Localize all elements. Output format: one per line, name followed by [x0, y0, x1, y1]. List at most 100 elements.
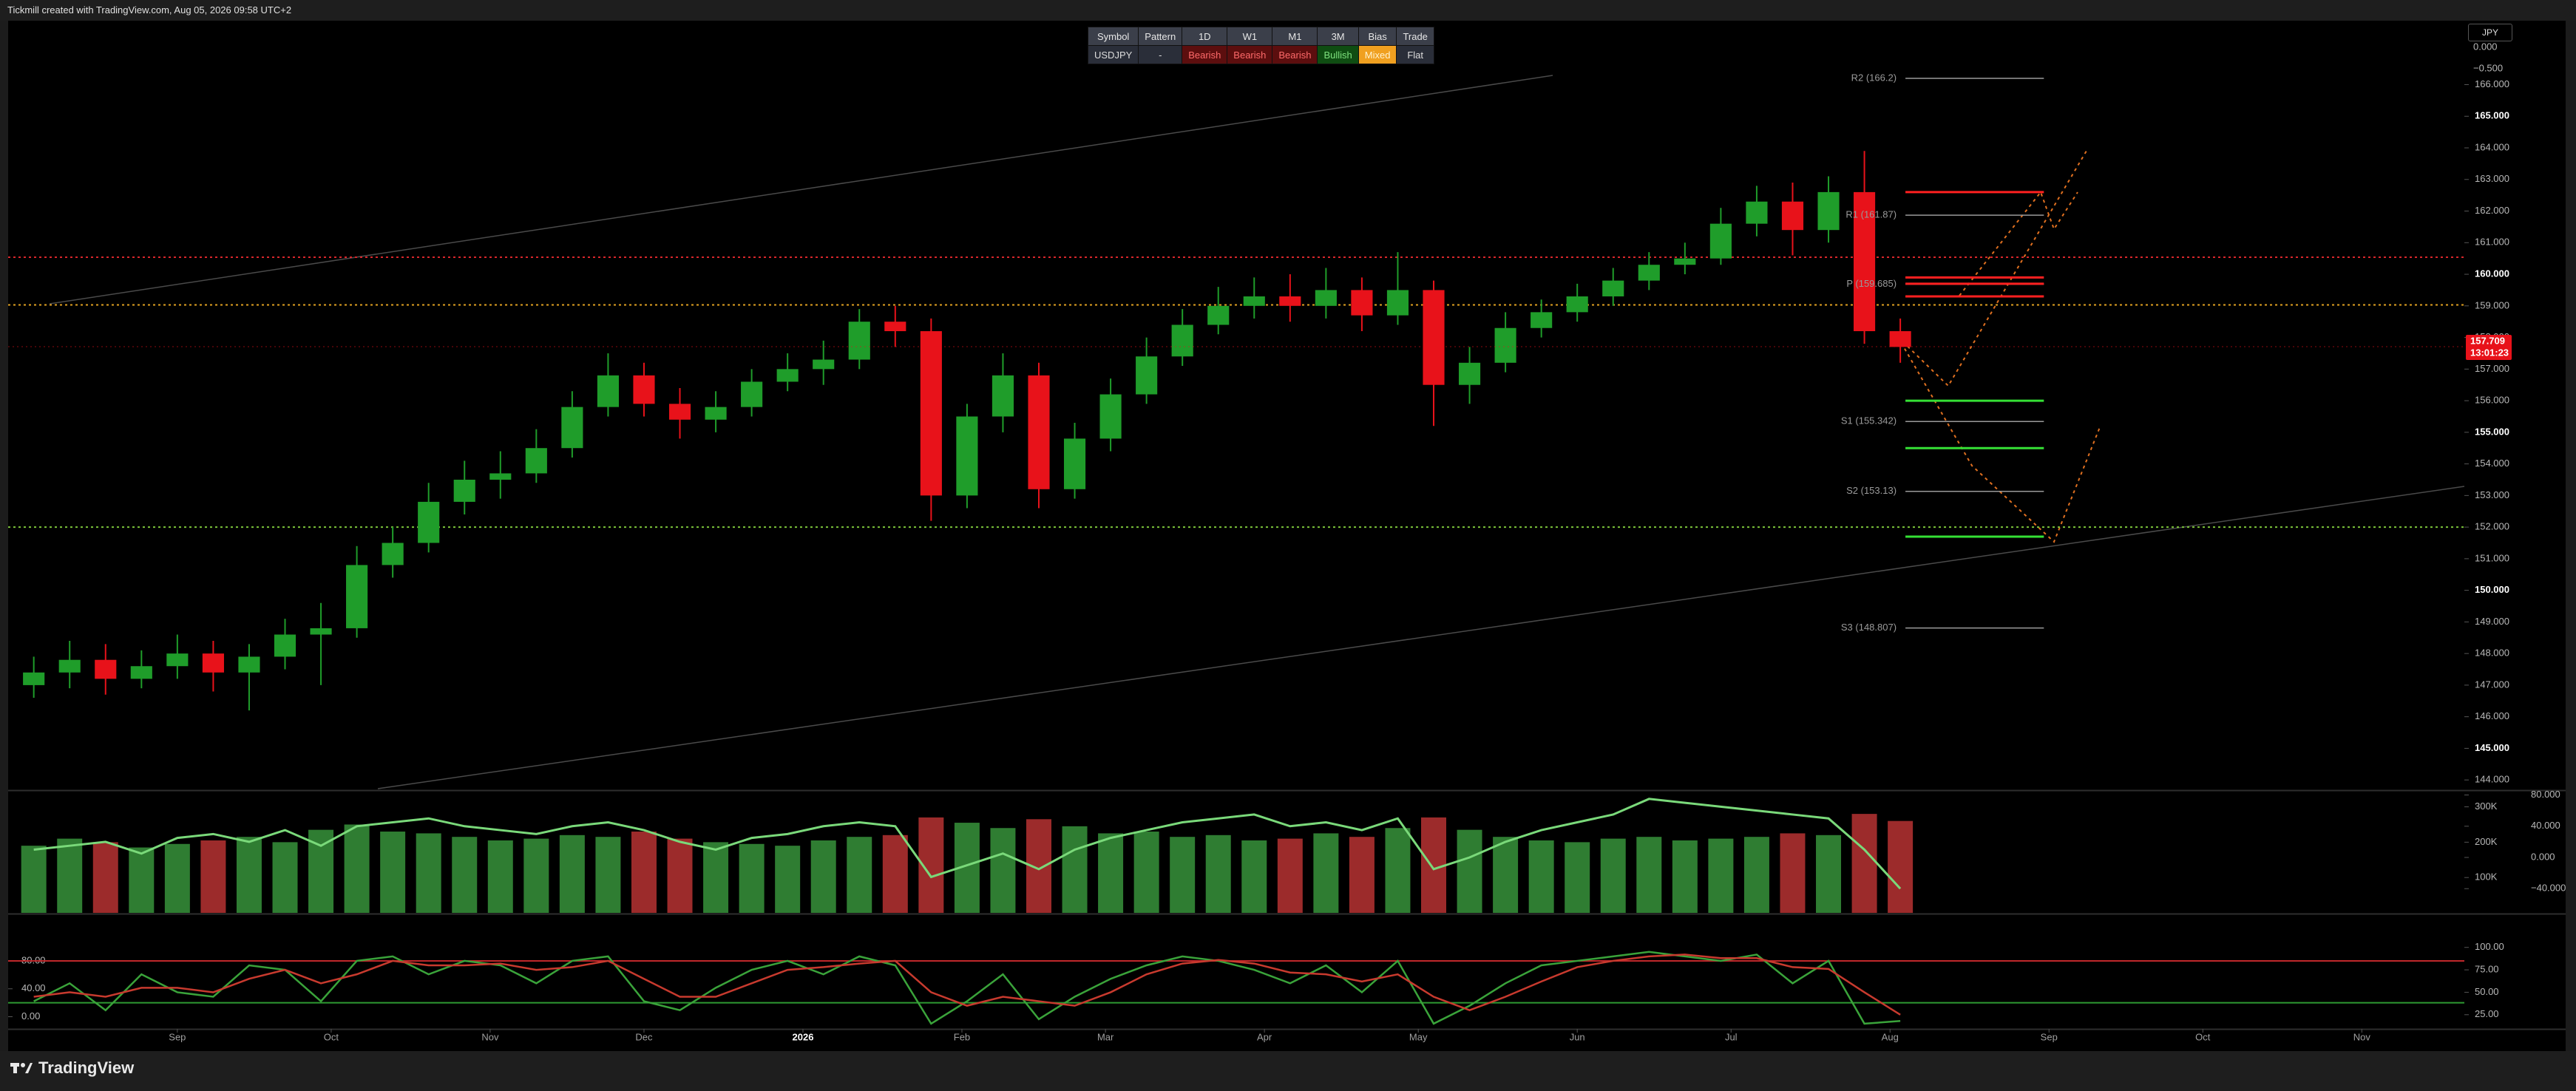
attribution: Tickmill created with TradingView.com, A…	[7, 4, 292, 16]
table-cell: Trade	[1396, 27, 1434, 46]
y-tick-label: 25.00	[2475, 1008, 2499, 1019]
candle-body	[848, 322, 870, 360]
table-cell: M1	[1272, 27, 1318, 46]
table-cell: Bearish	[1182, 45, 1228, 64]
volume-bar	[236, 837, 262, 913]
candle-body	[1674, 258, 1696, 265]
brand: TradingView	[10, 1058, 134, 1078]
volume-bar	[21, 846, 47, 913]
candle-body	[1423, 290, 1445, 385]
y-tick-label: 100.00	[2475, 941, 2504, 952]
volume-bar	[1062, 826, 1088, 913]
volume-bar	[57, 838, 83, 913]
y2-tick-label: −40.000	[2531, 883, 2566, 894]
table-cell: Pattern	[1138, 27, 1183, 46]
volume-bar	[631, 832, 657, 913]
x-tick-label: Feb	[954, 1031, 970, 1042]
candle-body	[166, 653, 189, 667]
y2-tick-label: 80.00	[21, 954, 46, 965]
y-tick-label: 155.000	[2475, 426, 2509, 437]
table-row: USDJPY - Bearish Bearish Bearish Bullish Mixed…	[1087, 45, 1434, 64]
volume-bar	[1672, 840, 1698, 913]
candle-body	[1458, 362, 1481, 385]
trend-line	[49, 75, 1553, 305]
candle-body	[1386, 290, 1409, 316]
y-tick-label: 163.000	[2475, 173, 2509, 184]
pivot-label: R2 (166.2)	[1851, 72, 1897, 83]
y-tick-label: 152.000	[2475, 521, 2509, 532]
price-label-box	[2466, 335, 2512, 361]
candle-body	[813, 359, 835, 370]
volume-bar	[344, 824, 370, 913]
y-tick-label: 164.000	[2475, 141, 2509, 152]
x-tick-label: Jun	[1570, 1031, 1585, 1042]
candle-body	[238, 656, 260, 673]
x-tick-label: Nov	[481, 1031, 499, 1042]
y-tick-label: 146.000	[2475, 710, 2509, 721]
table-cell: W1	[1227, 27, 1273, 46]
volume-bar	[308, 829, 334, 913]
y-tick-label: 154.000	[2475, 458, 2509, 469]
candle-body	[1136, 356, 1158, 395]
y2-tick-label: 80.000	[2531, 789, 2560, 800]
candle-body	[884, 322, 906, 332]
volume-bar	[1277, 838, 1303, 913]
table-cell: Bearish	[1227, 45, 1273, 64]
volume-bar	[667, 838, 693, 913]
x-tick-label: 2026	[793, 1031, 814, 1042]
y-tick-label: 147.000	[2475, 679, 2509, 690]
y2-tick-label: 0.00	[21, 1010, 40, 1022]
candle-body	[1781, 201, 1804, 231]
stochastic-line	[33, 954, 1901, 1016]
table-cell: Mixed	[1358, 45, 1397, 64]
volume-bar	[1708, 838, 1734, 913]
x-tick-label: Nov	[2353, 1031, 2371, 1042]
candle-body	[1746, 201, 1768, 224]
currency-button[interactable]: JPY	[2468, 24, 2512, 41]
y-tick-label: 50.00	[2475, 986, 2499, 997]
volume-bar	[487, 840, 513, 913]
pivot-label: S3 (148.807)	[1841, 622, 1897, 633]
x-tick-label: Sep	[169, 1031, 186, 1042]
volume-bar	[1098, 833, 1124, 913]
volume-bar	[1205, 835, 1231, 913]
volume-bar	[775, 846, 801, 913]
candle-body	[1028, 375, 1050, 489]
oscillator-line	[33, 798, 1902, 890]
candle-body	[1279, 296, 1301, 306]
y-tick-label: 162.000	[2475, 205, 2509, 216]
candle-body	[992, 375, 1014, 417]
y-tick-label: 144.000	[2475, 774, 2509, 785]
volume-bar	[1385, 828, 1411, 913]
y-tick-label: 150.000	[2475, 584, 2509, 595]
volume-bar	[92, 842, 118, 913]
y-tick-label: 300K	[2475, 801, 2498, 812]
brand-logo	[10, 1063, 33, 1073]
candle-body	[1315, 290, 1337, 306]
candle-body	[310, 628, 332, 635]
y2-tick-label: 40.00	[21, 982, 46, 993]
y-tick-label: 151.000	[2475, 552, 2509, 563]
candle-body	[1854, 191, 1876, 332]
y-tick-label: 153.000	[2475, 489, 2509, 500]
volume-bar	[272, 842, 298, 913]
volume-bar	[847, 837, 872, 913]
table-cell: Bearish	[1272, 45, 1318, 64]
volume-bar	[1421, 817, 1446, 913]
volume-bar	[1170, 837, 1196, 913]
candle-body	[1494, 327, 1516, 363]
table-cell: Symbol	[1087, 27, 1139, 46]
candle-body	[202, 653, 224, 673]
top-bar	[0, 0, 2576, 21]
y-tick-label: 100K	[2475, 871, 2498, 883]
volume-bar	[1851, 814, 1877, 913]
table-cell: Flat	[1396, 45, 1434, 64]
volume-bar	[1241, 840, 1267, 913]
candle-body	[58, 659, 81, 673]
candle-body	[130, 666, 152, 679]
candle-body	[1566, 296, 1588, 313]
y-tick-label: 156.000	[2475, 395, 2509, 406]
x-tick-label: Apr	[1257, 1031, 1272, 1042]
